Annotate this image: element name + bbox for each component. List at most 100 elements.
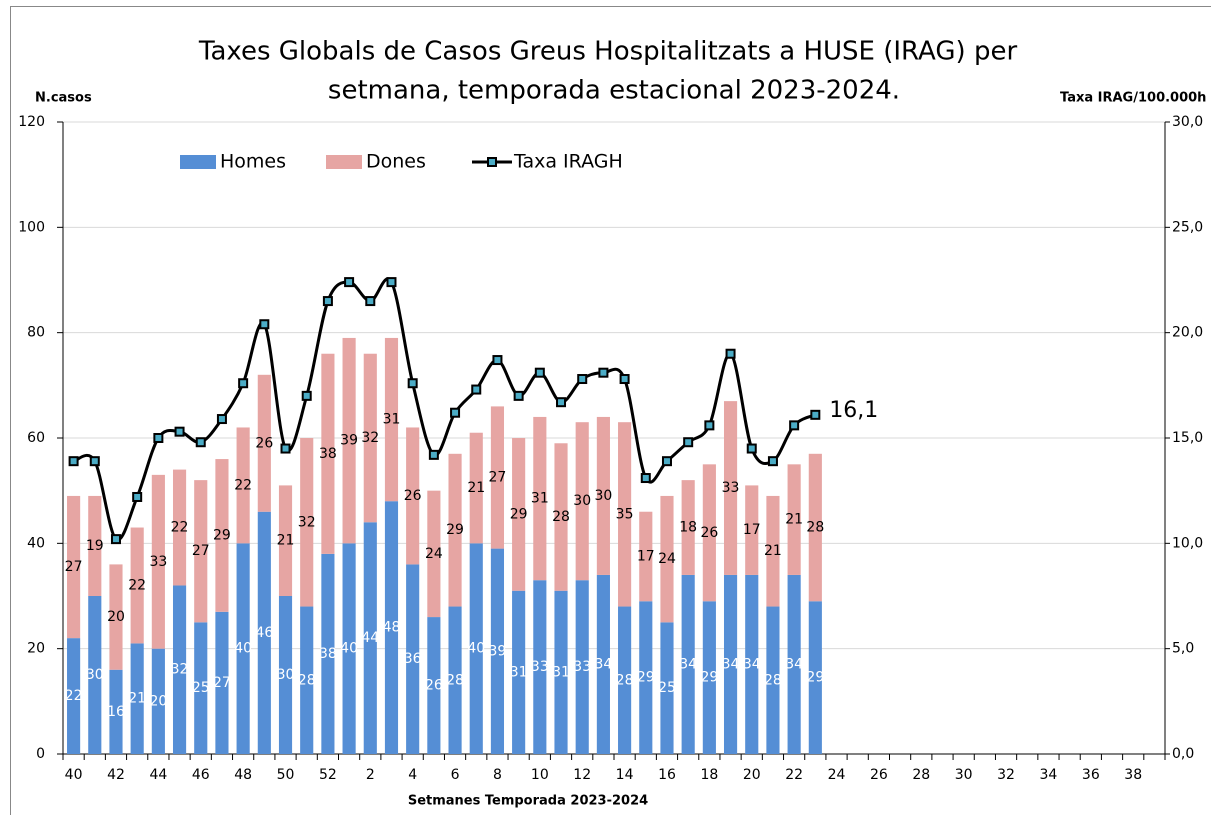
data-label: 16,1: [829, 398, 878, 423]
line-marker: [534, 367, 545, 378]
bar-segment: [236, 427, 250, 544]
bar-segment: [723, 574, 738, 754]
bar-segment: [278, 596, 293, 754]
legend-label: Dones: [366, 151, 426, 173]
x-tick-label: 2: [366, 767, 375, 783]
data-label: 26: [425, 678, 443, 694]
x-axis-title: Setmanes Temporada 2023-2024: [408, 794, 648, 809]
data-label: 30: [86, 667, 104, 683]
bar-segment: [109, 564, 123, 670]
y2-tick-label: 15,0: [1172, 430, 1203, 446]
data-label: 40: [467, 641, 485, 657]
bar-segment: [702, 601, 716, 754]
line-marker: [450, 407, 461, 418]
data-label: 31: [552, 664, 570, 680]
bar-segment: [406, 564, 420, 754]
data-label: 16: [107, 704, 125, 720]
legend-label: Taxa IRAGH: [513, 151, 623, 173]
x-tick-label: 8: [493, 767, 502, 783]
bar-segment: [533, 580, 547, 754]
bar-segment: [490, 406, 505, 549]
bar-segment: [681, 480, 695, 575]
bar-segment: [490, 548, 505, 754]
bar-segment: [172, 469, 187, 586]
data-label: 21: [764, 543, 782, 559]
bar-segment: [745, 574, 759, 754]
data-label: 40: [234, 641, 252, 657]
data-label: 24: [658, 551, 676, 567]
legend-label: Homes: [220, 151, 286, 173]
x-tick-label: 14: [616, 767, 634, 783]
data-label: 38: [319, 646, 337, 662]
y2-tick-label: 30,0: [1172, 114, 1203, 130]
x-tick-label: 28: [912, 767, 930, 783]
y-tick-label: 20: [27, 641, 45, 657]
bar-segment: [194, 480, 208, 623]
data-label: 27: [489, 470, 507, 486]
bar-segment: [236, 543, 250, 754]
data-label: 28: [764, 672, 782, 688]
data-label: 40: [340, 641, 358, 657]
bar-segment: [596, 574, 610, 754]
bar-segment: [533, 416, 547, 581]
data-label: 28: [298, 672, 316, 688]
y2-axis-title: Taxa IRAG/100.000h: [1060, 91, 1206, 106]
line-marker: [683, 437, 694, 448]
bar-segment: [575, 422, 589, 581]
bar-segment: [130, 643, 144, 754]
line-marker: [661, 456, 672, 467]
data-label: 21: [128, 691, 146, 707]
data-label: 21: [785, 512, 803, 528]
chart-title: Taxes Globals de Casos Greus Hospitalitz…: [198, 37, 1018, 67]
line-marker: [492, 355, 503, 366]
data-label: 22: [128, 577, 146, 593]
bar-segment: [448, 453, 462, 607]
bar-segment: [639, 601, 653, 754]
y-tick-label: 40: [27, 535, 45, 551]
bar-segment: [300, 606, 314, 754]
line-marker: [238, 378, 249, 389]
bar-segment: [109, 669, 123, 754]
data-label: 34: [785, 656, 803, 672]
bar-segment: [363, 353, 377, 523]
data-label: 44: [361, 630, 379, 646]
data-label: 34: [722, 656, 740, 672]
bar-segment: [766, 495, 780, 607]
data-label: 21: [277, 533, 295, 549]
data-label: 17: [637, 549, 655, 565]
bar-segment: [702, 464, 716, 602]
y2-tick-label: 5,0: [1172, 641, 1194, 657]
x-tick-label: 26: [870, 767, 888, 783]
x-tick-label: 4: [408, 767, 417, 783]
bar-segment: [215, 459, 229, 612]
bar-segment: [257, 374, 271, 512]
x-tick-label: 10: [531, 767, 549, 783]
bar-segment: [723, 401, 738, 575]
data-label: 32: [361, 430, 379, 446]
line-marker: [322, 296, 333, 307]
data-label: 19: [86, 538, 104, 554]
y2-tick-label: 10,0: [1172, 535, 1203, 551]
line-marker: [407, 378, 418, 389]
bar-segment: [512, 438, 526, 591]
data-label: 20: [107, 609, 125, 625]
y2-tick-label: 20,0: [1172, 325, 1203, 341]
line-marker: [789, 420, 800, 431]
data-label: 33: [722, 480, 740, 496]
bar-segment: [300, 438, 314, 607]
bar-segment: [321, 353, 335, 554]
legend-swatch: [180, 155, 216, 169]
x-tick-label: 20: [743, 767, 761, 783]
data-label: 34: [743, 656, 761, 672]
line-marker: [704, 420, 715, 431]
line-marker: [195, 437, 206, 448]
bar-segment: [215, 611, 229, 754]
bar-segment: [363, 522, 377, 754]
data-label: 46: [255, 625, 273, 641]
bar-segment: [448, 606, 462, 754]
data-label: 33: [531, 659, 549, 675]
bar-segment: [639, 511, 653, 602]
data-label: 25: [658, 680, 676, 696]
data-label: 22: [171, 520, 189, 536]
x-tick-label: 40: [65, 767, 83, 783]
